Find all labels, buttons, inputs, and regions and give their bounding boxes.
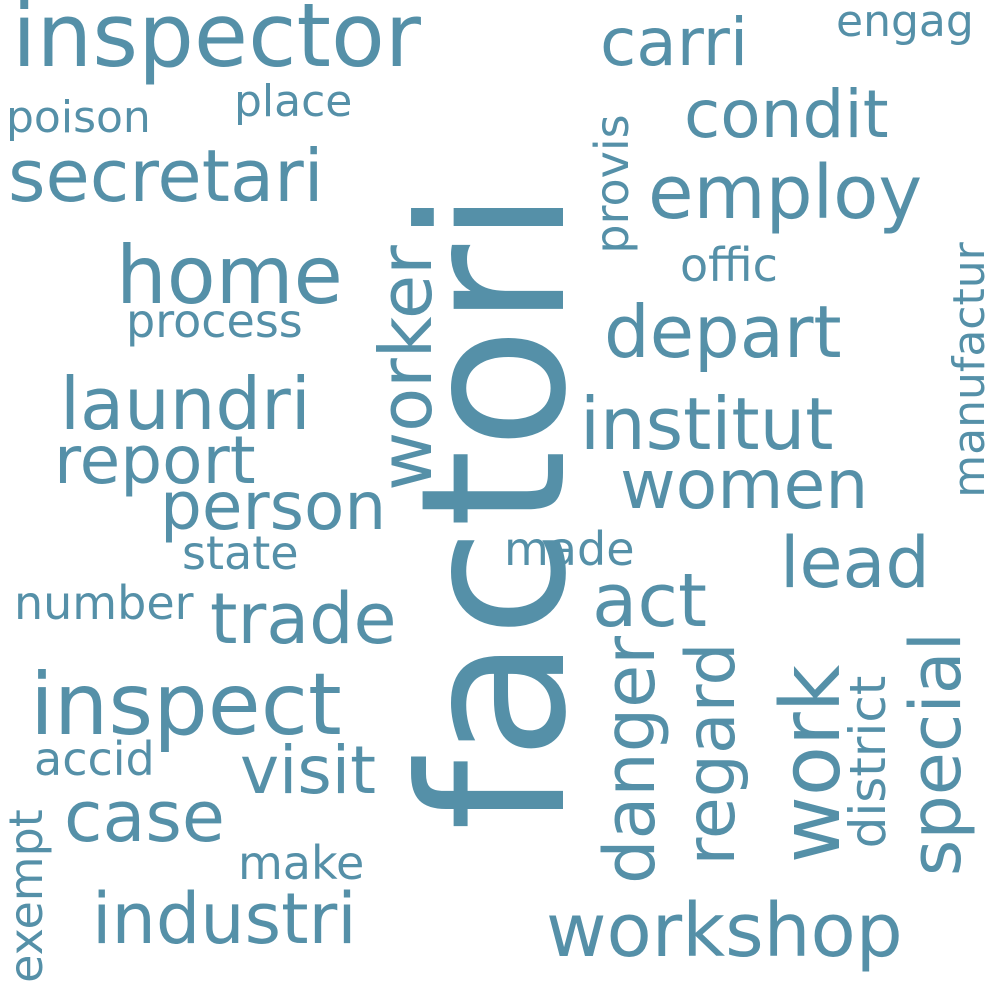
word-secretari: secretari bbox=[8, 134, 324, 218]
word-employ: employ bbox=[648, 150, 923, 236]
word-industri: industri bbox=[92, 878, 357, 960]
word-regard: regard bbox=[672, 642, 751, 866]
word-inspector: inspector bbox=[12, 0, 421, 87]
word-carri: carri bbox=[600, 4, 749, 81]
word-report: report bbox=[54, 422, 256, 499]
word-district: district bbox=[839, 675, 897, 849]
word-inspect: inspect bbox=[30, 655, 342, 755]
word-manufactur: manufactur bbox=[944, 242, 995, 498]
word-poison: poison bbox=[6, 92, 151, 143]
word-depart: depart bbox=[604, 290, 842, 374]
word-institut: institut bbox=[580, 382, 834, 466]
word-place: place bbox=[234, 76, 353, 127]
word-engag: engag bbox=[836, 0, 974, 47]
word-state: state bbox=[182, 526, 299, 580]
word-case: case bbox=[64, 776, 225, 858]
word-made: made bbox=[504, 522, 635, 576]
word-person: person bbox=[160, 468, 387, 545]
word-make: make bbox=[238, 836, 365, 890]
word-women: women bbox=[620, 446, 869, 525]
word-laundri: laundri bbox=[60, 362, 311, 446]
word-worker: worker bbox=[364, 245, 448, 491]
word-act: act bbox=[592, 558, 708, 644]
word-workshop: workshop bbox=[546, 888, 903, 974]
word-home: home bbox=[116, 229, 343, 322]
word-offic: offic bbox=[680, 238, 778, 292]
word-danger: danger bbox=[589, 636, 671, 884]
word-process: process bbox=[126, 294, 303, 348]
word-lead: lead bbox=[780, 522, 930, 604]
word-condit: condit bbox=[684, 76, 889, 153]
word-trade: trade bbox=[210, 578, 397, 660]
word-accid: accid bbox=[34, 732, 155, 786]
word-special: special bbox=[895, 631, 977, 877]
word-number: number bbox=[14, 576, 194, 630]
word-exempt: exempt bbox=[0, 809, 53, 983]
word-visit: visit bbox=[240, 732, 376, 809]
word-provis: provis bbox=[585, 114, 639, 254]
